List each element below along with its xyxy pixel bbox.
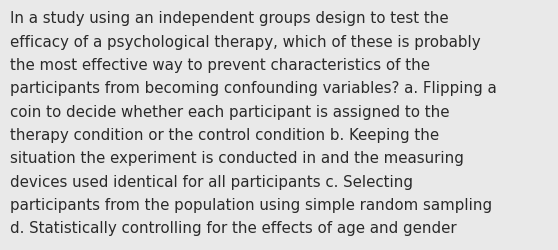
Text: d. Statistically controlling for the effects of age and gender: d. Statistically controlling for the eff… — [10, 220, 456, 236]
Text: therapy condition or the control condition b. Keeping the: therapy condition or the control conditi… — [10, 128, 439, 142]
Text: situation the experiment is conducted in and the measuring: situation the experiment is conducted in… — [10, 151, 464, 166]
Text: In a study using an independent groups design to test the: In a study using an independent groups d… — [10, 11, 449, 26]
Text: coin to decide whether each participant is assigned to the: coin to decide whether each participant … — [10, 104, 450, 119]
Text: the most effective way to prevent characteristics of the: the most effective way to prevent charac… — [10, 58, 430, 73]
Text: participants from the population using simple random sampling: participants from the population using s… — [10, 197, 492, 212]
Text: devices used identical for all participants c. Selecting: devices used identical for all participa… — [10, 174, 413, 189]
Text: efficacy of a psychological therapy, which of these is probably: efficacy of a psychological therapy, whi… — [10, 34, 480, 50]
Text: participants from becoming confounding variables? a. Flipping a: participants from becoming confounding v… — [10, 81, 497, 96]
